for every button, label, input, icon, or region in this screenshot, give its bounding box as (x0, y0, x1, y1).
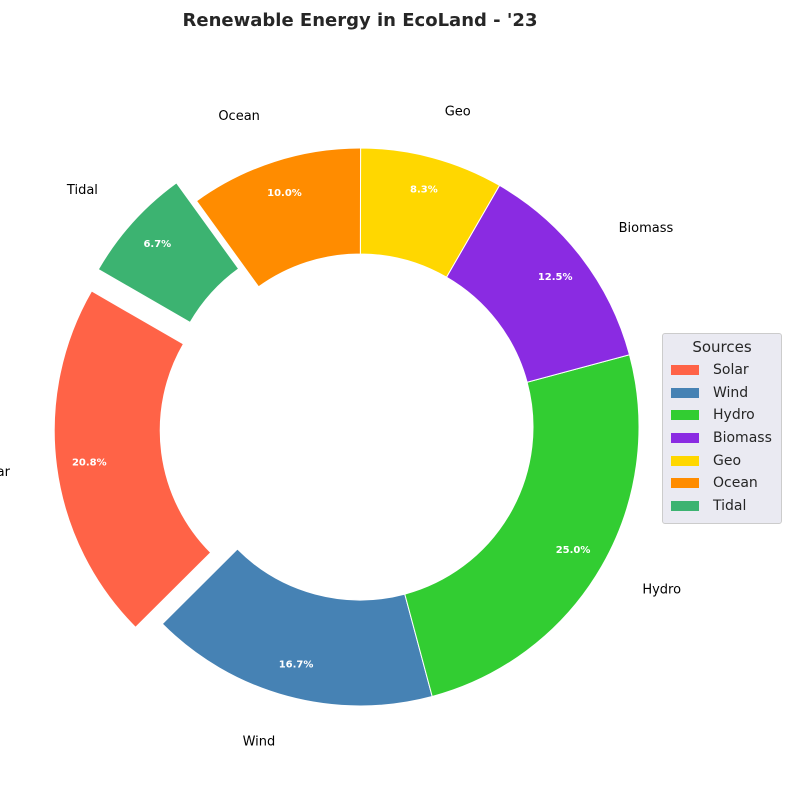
legend-label: Solar (713, 362, 749, 379)
legend-title: Sources (692, 338, 752, 356)
legend-swatch (671, 365, 699, 376)
legend-swatch (671, 478, 699, 489)
legend-label: Tidal (713, 497, 747, 514)
legend-swatch (671, 455, 699, 466)
legend-swatch (671, 410, 699, 421)
slice-label-hydro: Hydro (642, 583, 681, 598)
legend-item-ocean: Ocean (663, 472, 781, 495)
legend-item-biomass: Biomass (663, 427, 781, 450)
slice-wind (161, 548, 433, 707)
legend-label: Biomass (713, 430, 772, 447)
legend-item-geo: Geo (663, 449, 781, 472)
slice-label-wind: Wind (243, 734, 276, 749)
legend-entries: Solar Wind Hydro Biomass Geo Ocean Tidal (663, 359, 781, 517)
slice-ocean (195, 147, 362, 288)
legend-swatch (671, 433, 699, 444)
slice-label-biomass: Biomass (619, 221, 674, 236)
percent-label-solar: 20.8% (72, 457, 107, 468)
chart-title: Renewable Energy in EcoLand - '23 (182, 10, 538, 31)
legend-swatch (671, 387, 699, 398)
percent-label-biomass: 12.5% (538, 272, 573, 283)
slice-label-tidal: Tidal (66, 183, 98, 198)
percent-label-geo: 8.3% (410, 184, 438, 195)
legend-label: Hydro (713, 407, 755, 424)
label-group: Solar 20.8% Wind 16.7% Hydro 25.0% Biomass 12.5… (0, 105, 681, 750)
legend-item-solar: Solar (663, 359, 781, 382)
legend-item-wind: Wind (663, 382, 781, 405)
legend-label: Geo (713, 452, 742, 469)
percent-label-hydro: 25.0% (556, 545, 591, 556)
percent-label-ocean: 10.0% (267, 188, 302, 199)
slice-label-geo: Geo (445, 105, 471, 120)
slice-label-solar: Solar (0, 465, 11, 480)
slice-group (53, 147, 640, 707)
slice-hydro (404, 354, 640, 698)
legend-label: Ocean (713, 475, 758, 492)
legend-item-tidal: Tidal (663, 495, 781, 518)
slice-label-ocean: Ocean (218, 109, 260, 124)
percent-label-tidal: 6.7% (143, 239, 171, 250)
slice-solar (53, 290, 212, 629)
legend-label: Wind (713, 384, 749, 401)
slice-tidal (97, 182, 240, 324)
legend-item-hydro: Hydro (663, 404, 781, 427)
legend: Sources Solar Wind Hydro Biomass Geo Ocean Tid… (662, 333, 782, 525)
legend-swatch (671, 500, 699, 511)
percent-label-wind: 16.7% (279, 660, 314, 671)
